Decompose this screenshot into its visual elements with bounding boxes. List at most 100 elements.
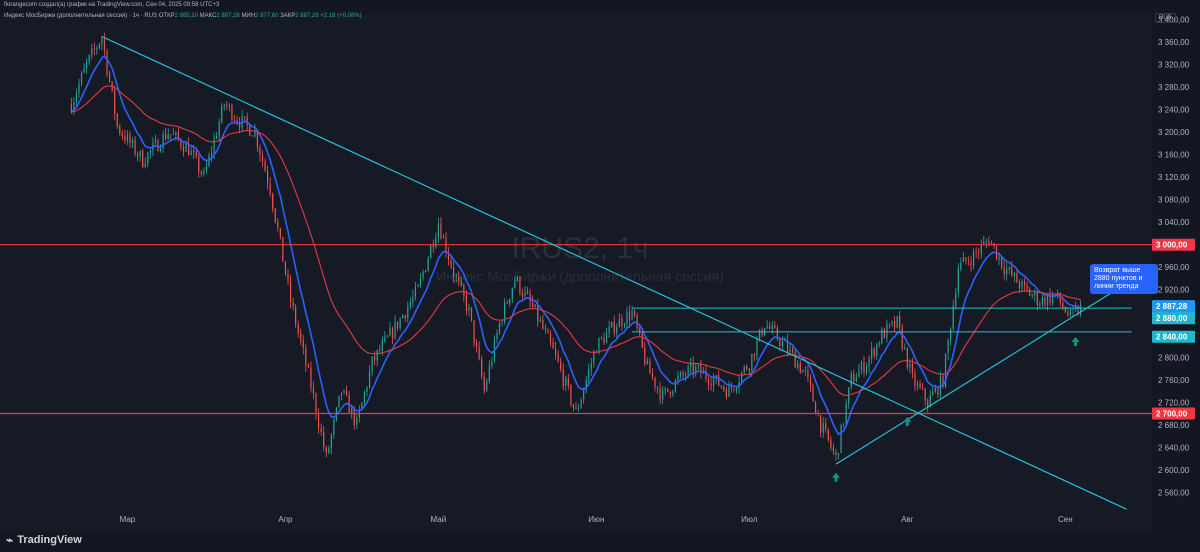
candle-body (312, 387, 315, 394)
candle-body (669, 391, 671, 395)
candle-body (570, 385, 572, 405)
candle-body (330, 434, 332, 449)
candle-body (580, 399, 582, 409)
level-price-tag[interactable] (1152, 238, 1195, 251)
x-tick-label: Сен (1058, 515, 1073, 524)
candle-body (208, 155, 210, 167)
candle-body (124, 135, 126, 141)
low-label: МИН (241, 13, 256, 19)
candle-body (809, 376, 812, 386)
candles (70, 32, 1082, 461)
candle-body (476, 343, 478, 347)
candle-body (1067, 312, 1069, 316)
candle-body (725, 389, 727, 397)
candle-body (855, 377, 857, 382)
candle-body (883, 329, 885, 339)
candle-body (555, 348, 557, 355)
low-value: 2 877,60 (255, 13, 279, 19)
candle-body (955, 293, 957, 307)
level-price-label: 3 000,00 (1156, 241, 1188, 250)
trend-line[interactable] (835, 289, 1117, 465)
candle-body (468, 307, 470, 311)
candle-body (504, 302, 506, 323)
annotation-callout[interactable]: Возврат выше 2880 пунктов и линии тренда (1090, 264, 1158, 294)
candle-body (1069, 310, 1072, 316)
candle-body (799, 363, 801, 373)
candle-body (412, 296, 414, 303)
tradingview-logo[interactable]: ⌁ TradingView (6, 533, 82, 547)
y-tick-label: 2 680,00 (1158, 421, 1190, 430)
candle-body (886, 324, 888, 339)
candle-body (1011, 267, 1013, 276)
candle-body (356, 417, 358, 426)
candle-body (379, 350, 381, 352)
candle-body (91, 48, 93, 56)
candle-body (368, 371, 371, 388)
footer-bar: ⌁ TradingView (0, 530, 1200, 552)
candle-body (623, 324, 626, 326)
candle-body (381, 341, 383, 352)
candle-body (144, 164, 146, 167)
candle-body (827, 429, 829, 440)
tradingview-logo-icon: ⌁ (6, 533, 14, 547)
candle-body (325, 447, 327, 453)
candle-body (511, 287, 513, 299)
candle-body (735, 387, 738, 390)
candle-body (323, 432, 325, 448)
candle-body (200, 171, 202, 175)
level-price-tag[interactable] (1152, 407, 1195, 420)
candle-body (190, 150, 192, 156)
candle-body (985, 241, 987, 243)
candle-body (376, 350, 378, 361)
x-tick-label: Мар (120, 515, 136, 524)
candle-body (843, 423, 845, 425)
trend-line[interactable] (101, 35, 1127, 510)
candle-body (274, 208, 276, 222)
candle-body (478, 346, 480, 359)
currency-badge[interactable]: RUB (1155, 13, 1176, 23)
candle-body (501, 322, 503, 323)
candle-body (718, 375, 720, 386)
signal-arrow-icon (1071, 336, 1080, 346)
candle-body (710, 384, 712, 387)
candle-body (537, 304, 539, 321)
price-axis[interactable] (1152, 14, 1200, 530)
candle-body (567, 377, 569, 386)
x-tick-label: Апр (278, 515, 293, 524)
candle-body (1001, 256, 1003, 268)
candle-body (641, 332, 643, 348)
candle-body (603, 337, 605, 344)
candle-body (590, 363, 592, 370)
candle-body (613, 321, 615, 334)
candle-body (264, 161, 266, 172)
range-price-tag[interactable] (1152, 330, 1195, 343)
high-value: 2 887,28 (216, 13, 240, 19)
candle-body (203, 171, 205, 175)
candle-body (789, 349, 791, 352)
time-axis[interactable] (0, 512, 1152, 530)
candle-body (888, 323, 891, 325)
candle-body (363, 392, 366, 403)
candle-body (990, 243, 993, 245)
candle-body (1034, 292, 1036, 296)
candle-body (159, 148, 162, 152)
candle-body (899, 316, 901, 328)
candle-body (139, 150, 141, 157)
candle-body (748, 369, 750, 371)
ohlc-legend: Индекс МосБиржи (дополнительная сессия) … (4, 13, 362, 19)
candle-body (572, 404, 575, 408)
candle-body (705, 371, 707, 379)
range-price-tag[interactable] (1152, 312, 1195, 325)
candle-body (616, 327, 618, 334)
chart-header: florangecom создал(а) график на TradingV… (0, 0, 1200, 14)
candle-body (786, 340, 789, 352)
candle-body (634, 310, 636, 316)
candle-body (679, 372, 682, 377)
candle-body (929, 395, 931, 407)
candle-body (565, 377, 567, 386)
candle-body (753, 353, 756, 357)
candle-body (651, 373, 654, 378)
legend-title: Индекс МосБиржи (дополнительная сессия) … (4, 13, 158, 19)
candle-body (876, 343, 878, 356)
